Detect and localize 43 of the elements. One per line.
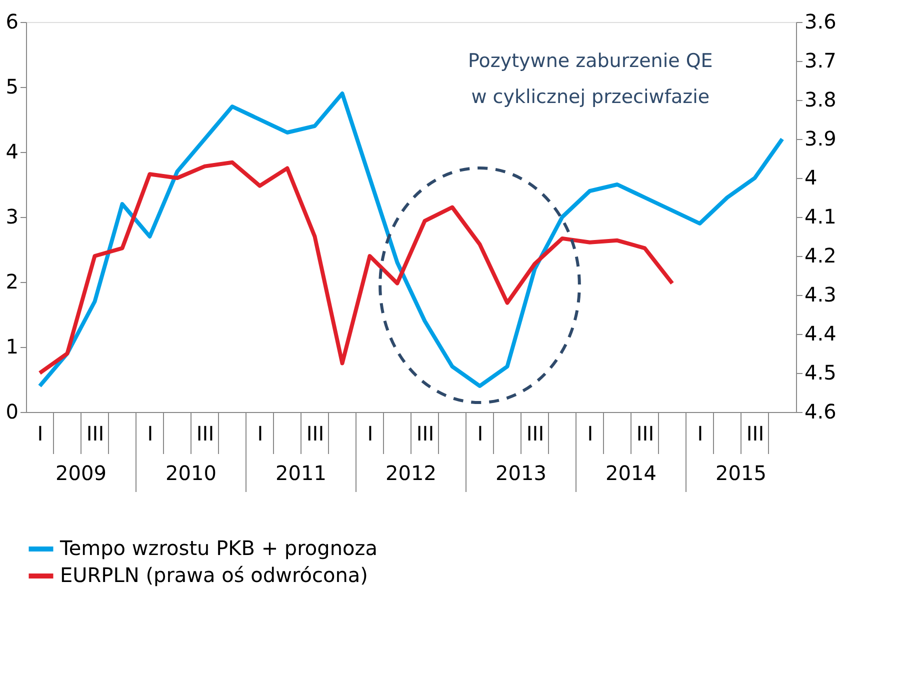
x-tick-label: I (367, 422, 374, 446)
y2-tick-label: 3.6 (804, 10, 836, 34)
y2-tick-label: 4.4 (804, 322, 836, 346)
legend-label: EURPLN (prawa oś odwrócona) (60, 563, 368, 587)
legend-label: Tempo wzrostu PKB + prognoza (59, 536, 378, 560)
y2-tick-label: 4.5 (804, 360, 836, 384)
y2-tick-label: 4 (804, 166, 818, 190)
text: 2013 (496, 461, 546, 485)
y2-tick-label: 4.1 (804, 204, 836, 228)
x-tick-label: III (306, 422, 324, 446)
x-tick-label: III (636, 422, 654, 446)
text: 2014 (606, 461, 656, 485)
x-tick-label: III (526, 422, 544, 446)
y2-tick-label: 4.3 (804, 282, 836, 306)
x-tick-label: III (746, 422, 764, 446)
y2-tick-label: 3.7 (804, 48, 836, 72)
y2-tick-label: 3.8 (804, 88, 836, 112)
x-tick-label: III (86, 422, 104, 446)
x-tick-label: I (37, 422, 44, 446)
line-series (38, 160, 674, 375)
y2-tick-label: 4.6 (804, 400, 836, 424)
y-tick-label: 6 (6, 10, 18, 34)
x-tick-label: III (196, 422, 214, 446)
y-tick-label: 4 (6, 140, 18, 164)
x-tick-label: I (147, 422, 154, 446)
y-tick-label: 1 (6, 334, 18, 358)
text: 2015 (716, 461, 766, 485)
y2-tick-label: 4.2 (804, 244, 836, 268)
text: 2012 (386, 461, 436, 485)
annotation: Pozytywne zaburzenie QE w cyklicznej przeciwfazie (468, 50, 713, 108)
y-tick-label: 0 (6, 400, 18, 424)
x-tick-label: I (257, 422, 264, 446)
y-tick-label: 3 (6, 204, 18, 228)
y-tick-label: 5 (6, 74, 18, 98)
x-tick-label: I (477, 422, 484, 446)
x-tick-label: III (416, 422, 434, 446)
y2-tick-label: 3.9 (804, 126, 836, 150)
text: 2009 (56, 461, 106, 485)
text: 2011 (276, 461, 326, 485)
text: 2010 (166, 461, 216, 485)
x-tick-label: I (587, 422, 594, 446)
x-tick-label: I (697, 422, 704, 446)
y-tick-label: 2 (6, 270, 18, 294)
